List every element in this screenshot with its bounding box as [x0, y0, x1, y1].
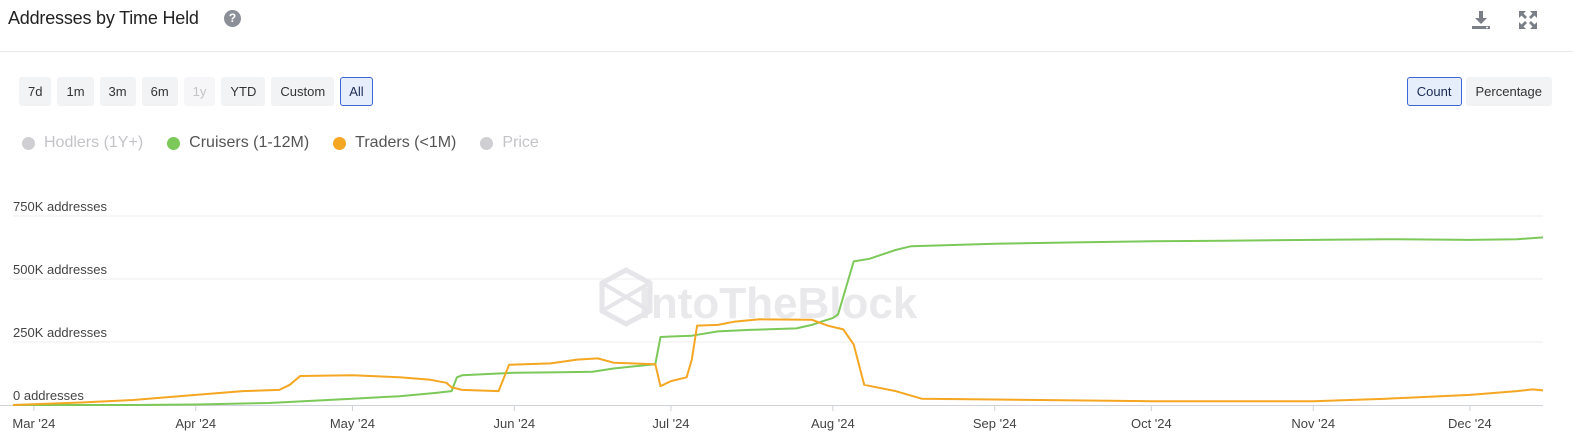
range-button-1m[interactable]: 1m: [57, 77, 94, 106]
time-range-selector: 7d 1m 3m 6m 1y YTD Custom All: [19, 77, 373, 106]
grid-lines: [13, 215, 1543, 343]
x-tick-label: Apr '24: [175, 416, 216, 431]
x-tick-label: May '24: [330, 416, 375, 431]
y-tick-label: 250K addresses: [13, 325, 107, 340]
x-tick-label: Jun '24: [494, 416, 536, 431]
range-button-1y: 1y: [183, 77, 216, 106]
x-tick-label: Nov '24: [1291, 416, 1335, 431]
range-button-7d[interactable]: 7d: [19, 77, 52, 106]
question-circle-icon[interactable]: ?: [224, 10, 241, 27]
watermark-logo-icon: [599, 267, 653, 327]
legend-dot-icon: [333, 136, 347, 150]
range-button-custom[interactable]: Custom: [271, 77, 335, 106]
y-tick-label: 500K addresses: [13, 262, 107, 277]
count-button[interactable]: Count: [1406, 77, 1462, 106]
series-line-cruisers: [13, 236, 1544, 406]
watermark-text: IntoTheBlock: [639, 279, 918, 328]
x-axis: Mar '24 Apr '24 May '24 Jun '24 Jul '24 Aug '…: [0, 405, 1543, 431]
legend-item-hodlers[interactable]: Hodlers (1Y+): [22, 134, 143, 152]
range-button-3m[interactable]: 3m: [99, 77, 136, 106]
legend-dot-icon: [22, 136, 35, 150]
legend-label: Cruisers (1-12M): [189, 134, 310, 151]
legend-label: Hodlers (1Y+): [44, 134, 144, 151]
range-button-6m[interactable]: 6m: [141, 77, 178, 106]
chart-legend: Hodlers (1Y+) Cruisers (1-12M) Traders (<1…: [22, 132, 539, 154]
series-lines: [12, 236, 1544, 406]
series-line-traders: [12, 318, 1544, 406]
y-tick-label: 750K addresses: [13, 199, 107, 214]
legend-item-cruisers[interactable]: Cruisers (1-12M): [167, 134, 309, 152]
expand-icon[interactable]: [1516, 8, 1540, 32]
legend-item-price[interactable]: Price: [480, 134, 539, 152]
y-axis-labels: 0 addresses 250K addresses 500K addresses 7…: [13, 199, 107, 403]
y-tick-label: 0 addresses: [13, 388, 84, 403]
x-tick-label: Dec '24: [1448, 416, 1492, 431]
chart-header: Addresses by Time Held ?: [0, 0, 1573, 52]
legend-item-traders[interactable]: Traders (<1M): [333, 134, 456, 152]
x-tick-label: Mar '24: [12, 416, 55, 431]
legend-label: Price: [502, 134, 539, 151]
range-button-all[interactable]: All: [340, 77, 373, 106]
x-tick-label: Jul '24: [652, 416, 689, 431]
range-button-ytd[interactable]: YTD: [221, 77, 266, 106]
x-tick-label: Sep '24: [973, 416, 1017, 431]
legend-dot-icon: [167, 136, 181, 150]
x-tick-label: Oct '24: [1131, 416, 1172, 431]
legend-dot-icon: [480, 136, 494, 150]
download-icon[interactable]: [1469, 8, 1493, 32]
page-title: Addresses by Time Held: [8, 8, 199, 28]
percentage-button[interactable]: Percentage: [1465, 77, 1552, 106]
legend-label: Traders (<1M): [355, 134, 457, 151]
count-percentage-toggle: Count Percentage: [1406, 77, 1552, 106]
x-tick-label: Aug '24: [811, 416, 855, 431]
